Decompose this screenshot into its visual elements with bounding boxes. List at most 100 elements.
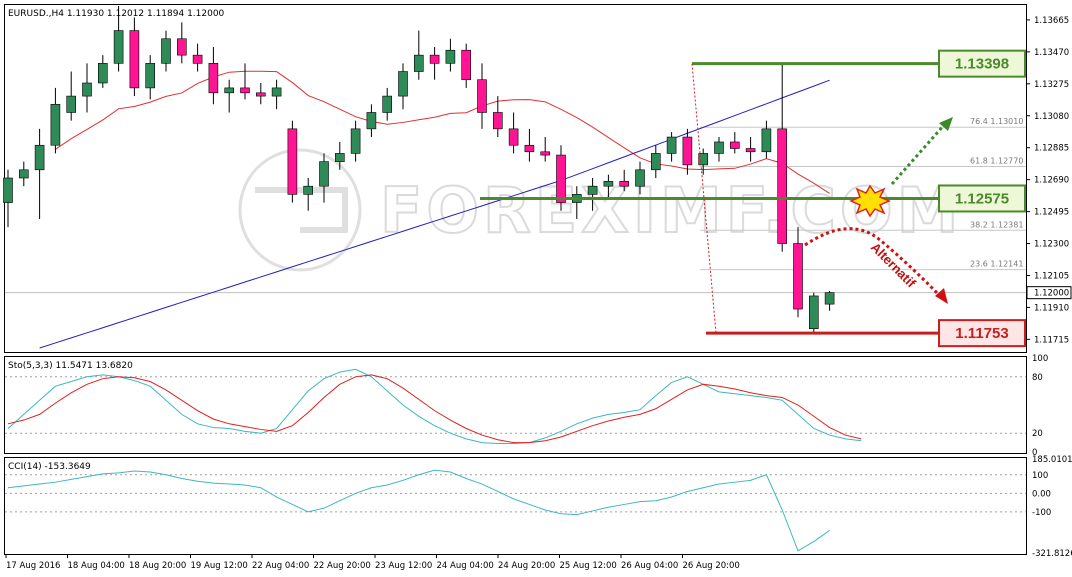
price-tick-label: 1.13470 xyxy=(1034,48,1069,58)
candle xyxy=(177,38,187,56)
candle xyxy=(477,79,487,113)
alternatif-arrowhead xyxy=(935,288,948,304)
stoch-plot: Sto(5,3,3) 11.5471 13.6820 xyxy=(5,361,1026,445)
cci-label: CCI(14) -153.3649 xyxy=(8,462,91,472)
price-tick-label: 1.12495 xyxy=(1034,208,1069,218)
candle xyxy=(729,141,740,149)
time-tick-label: 24 Aug 20:00 xyxy=(498,561,555,571)
level-box xyxy=(938,49,1026,78)
main-plot: EURUSD.,H4 1.11930 1.12012 1.11894 1.120… xyxy=(3,6,1026,349)
stoch-tick-label: 20 xyxy=(1032,429,1043,439)
candle xyxy=(382,95,393,113)
candle xyxy=(761,128,772,153)
stoch-tick-label: 0 xyxy=(1032,448,1037,458)
candle xyxy=(556,154,566,203)
price-tick-label: 1.13080 xyxy=(1034,112,1069,122)
candle xyxy=(413,54,424,72)
axes: 1.13665 1.13470 1.13275 1.13080 1.12885 1.126… xyxy=(5,16,1072,571)
candle xyxy=(98,63,108,84)
time-tick-label: 26 Aug 20:00 xyxy=(683,561,740,571)
candle xyxy=(192,54,203,64)
candle xyxy=(350,128,361,154)
candle xyxy=(603,180,614,187)
current-price-box xyxy=(1026,286,1072,300)
level-label: 1.13398 xyxy=(955,56,1009,73)
cci-line xyxy=(7,469,830,552)
time-tick-label: 26 Aug 04:00 xyxy=(621,561,678,571)
stoch-main-line xyxy=(7,368,862,445)
candle xyxy=(50,103,61,146)
candle xyxy=(208,63,219,94)
candle xyxy=(492,112,503,130)
candle xyxy=(635,169,645,187)
time-tick-label: 22 Aug 20:00 xyxy=(314,561,371,571)
fib-label-38.2: 38.2 1.12381 xyxy=(970,220,1023,229)
price-tick-label: 1.13665 xyxy=(1034,16,1069,26)
candle xyxy=(808,295,819,330)
burst-icon xyxy=(849,184,891,218)
cci-tick-label: 0.00 xyxy=(1032,489,1051,499)
candle xyxy=(682,136,693,166)
fib-label-76.4: 76.4 1.13010 xyxy=(970,117,1023,126)
candle xyxy=(287,128,298,195)
cci-tick-label: 100 xyxy=(1032,471,1048,481)
price-tick-label: 1.12885 xyxy=(1034,144,1069,154)
candle xyxy=(113,30,124,64)
level-box xyxy=(938,319,1026,348)
ma-red-line xyxy=(55,70,830,194)
bull-arrowhead xyxy=(939,117,953,131)
stoch-tick-label: 100 xyxy=(1032,354,1048,364)
bull-arrow xyxy=(890,123,947,185)
time-tick-label: 23 Aug 12:00 xyxy=(375,561,432,571)
time-tick-label: 24 Aug 04:00 xyxy=(437,561,494,571)
candle xyxy=(698,153,709,166)
stoch-pane[interactable] xyxy=(4,356,1027,454)
time-tick-label: 18 Aug 04:00 xyxy=(68,561,125,571)
cci-tick-label: -100 xyxy=(1032,508,1051,518)
candle xyxy=(145,63,155,89)
candle xyxy=(745,148,756,153)
time-tick-label: 17 Aug 2016 xyxy=(6,561,60,571)
level-label: 1.11753 xyxy=(955,325,1008,342)
fib-label-23.6: 23.6 1.12141 xyxy=(970,260,1023,269)
candle xyxy=(161,38,171,64)
level-box xyxy=(938,184,1026,213)
stoch-label: Sto(5,3,3) 11.5471 13.6820 xyxy=(8,361,133,371)
candle xyxy=(793,243,803,310)
level-label: 1.12575 xyxy=(955,190,1009,207)
candle xyxy=(34,144,45,171)
candle xyxy=(224,87,234,94)
current-price-label: 1.12000 xyxy=(1034,289,1069,299)
stoch-tick-label: 80 xyxy=(1032,373,1043,383)
alternatif-arrow xyxy=(804,227,944,300)
price-tick-label: 1.12105 xyxy=(1034,271,1069,281)
cci-tick-label: 185.0101 xyxy=(1032,455,1072,465)
candle xyxy=(240,87,250,94)
candle xyxy=(334,153,345,162)
candle xyxy=(82,82,92,97)
measure-line xyxy=(691,63,717,334)
cci-pane[interactable] xyxy=(4,457,1027,555)
candle xyxy=(398,71,408,97)
price-tick-label: 1.11715 xyxy=(1034,335,1069,345)
time-tick-label: 18 Aug 20:00 xyxy=(129,561,186,571)
candle xyxy=(524,144,535,153)
candle xyxy=(366,112,377,130)
candle xyxy=(777,128,788,244)
candle xyxy=(255,92,266,97)
stoch-signal-line xyxy=(7,374,862,444)
candle xyxy=(540,151,551,156)
candle xyxy=(461,49,472,81)
candle xyxy=(303,185,314,195)
cci-plot: CCI(14) -153.3649 xyxy=(5,462,1026,552)
cci-tick-label: -321.8126 xyxy=(1032,549,1072,559)
candle xyxy=(824,292,835,305)
candle xyxy=(18,169,29,179)
time-tick-label: 22 Aug 04:00 xyxy=(252,561,309,571)
candle xyxy=(445,49,456,64)
symbol-label: EURUSD.,H4 1.11930 1.12012 1.11894 1.120… xyxy=(8,9,225,19)
candle xyxy=(271,87,282,97)
price-tick-label: 1.13275 xyxy=(1034,80,1069,90)
fib-label-61.8: 61.8 1.12770 xyxy=(970,157,1023,166)
